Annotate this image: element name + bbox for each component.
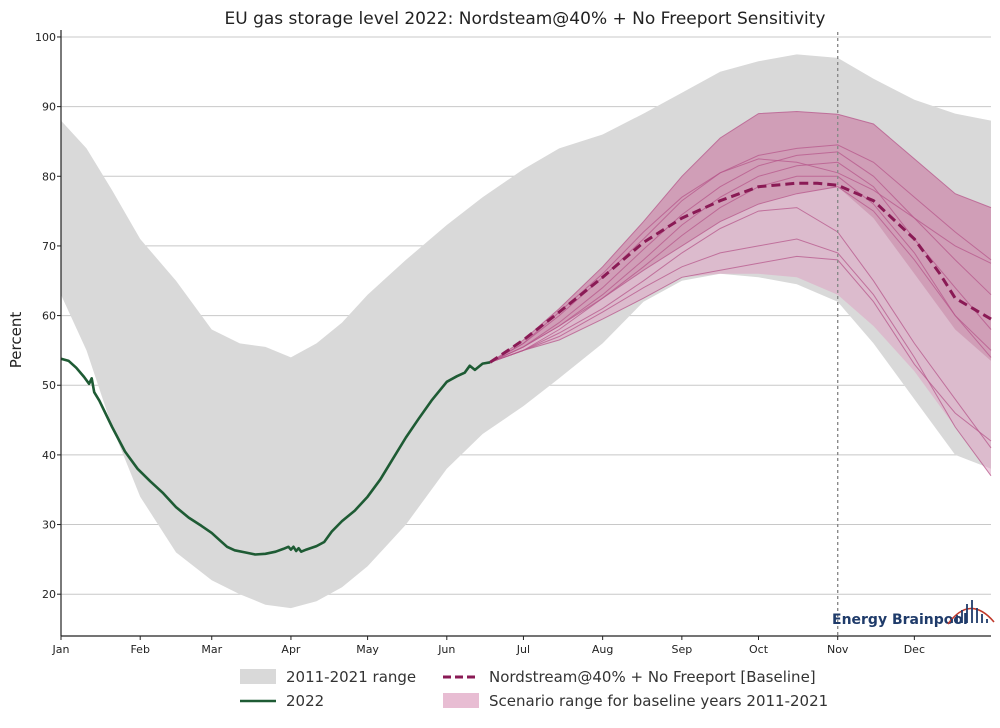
x-tick-label: Aug (592, 643, 613, 656)
y-tick-label: 100 (35, 31, 56, 44)
x-tick-label: Jul (516, 643, 530, 656)
line-2022 (60, 357, 491, 556)
legend-label: Nordstream@40% + No Freeport [Baseline] (489, 668, 816, 686)
x-tick-label: Jun (437, 643, 455, 656)
x-tick-label: Mar (201, 643, 222, 656)
baseline-dashed-line (489, 181, 992, 364)
y-tick-label: 90 (42, 101, 56, 114)
legend-swatch (240, 669, 276, 684)
scenario-year-line (490, 255, 992, 442)
scenario-year-line (489, 186, 992, 363)
scenario-year-line (490, 207, 992, 449)
scenario-year-line (489, 151, 992, 363)
y-axis-label: Percent (7, 312, 25, 369)
x-tick-label: Apr (281, 643, 301, 656)
axes: 20 30 40 50 60 70 80 90 100 Jan Feb Mar Apr May Jun Jul… (35, 30, 991, 656)
x-tick-label: Dec (904, 643, 925, 656)
series-lines (60, 32, 992, 636)
x-tick-label: Feb (130, 643, 149, 656)
brainpool-logo-icon (947, 600, 995, 625)
x-tick-label: Sep (671, 643, 692, 656)
scenario-year-line (490, 175, 992, 363)
legend-label: 2011-2021 range (286, 668, 416, 686)
x-tick-label: Nov (827, 643, 849, 656)
y-tick-label: 30 (42, 519, 56, 532)
brand-name: Energy Brainpool (832, 612, 968, 628)
y-tick-label: 40 (42, 449, 56, 462)
scenario-year-line (489, 144, 992, 363)
y-tick-label: 50 (42, 379, 56, 392)
y-tick-label: 80 (42, 170, 56, 183)
branding: Energy Brainpool (832, 600, 995, 628)
scenario-year-line (490, 238, 992, 477)
range-bands (61, 54, 991, 609)
legend: 2011-2021 range Nordstream@40% + No Freep… (240, 668, 828, 710)
chart-title: EU gas storage level 2022: Nordsteam@40%… (224, 9, 825, 29)
x-tick-label: Oct (749, 643, 769, 656)
legend-label: Scenario range for baseline years 2011-2… (489, 692, 828, 710)
y-tick-label: 70 (42, 240, 56, 253)
scenario-inner-band (490, 111, 991, 363)
legend-label: 2022 (286, 692, 324, 710)
x-tick-label: Jan (52, 643, 70, 656)
scenario-year-line (489, 110, 992, 363)
legend-swatch (443, 693, 479, 708)
y-tick-label: 60 (42, 310, 56, 323)
x-tick-label: May (356, 643, 379, 656)
scenario-year-line (489, 158, 992, 363)
y-tick-label: 20 (42, 588, 56, 601)
